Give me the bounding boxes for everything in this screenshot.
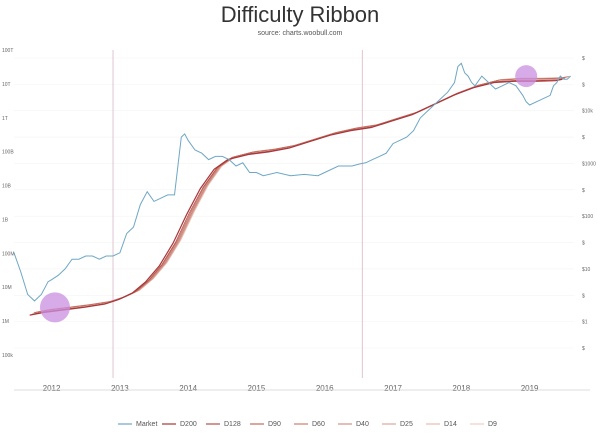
right-axis-tick-label: $	[582, 293, 585, 299]
highlight-circle	[515, 65, 538, 88]
legend-label-d60: D60	[312, 421, 325, 428]
legend-label-d200: D200	[180, 421, 197, 428]
right-axis-tick-label: $	[582, 82, 585, 88]
x-axis-tick-label: 2014	[179, 384, 197, 393]
x-axis-tick-label: 2013	[111, 384, 129, 393]
left-axis-tick-label: 100B	[2, 150, 14, 156]
legend-label-d14: D14	[444, 421, 457, 428]
market-line	[13, 62, 571, 302]
left-axis-tick-label: 1T	[2, 116, 8, 122]
left-axis-tick-label: 100M	[2, 251, 15, 257]
right-axis-tick-label: $10k	[582, 109, 593, 115]
left-axis-tick-label: 100k	[2, 353, 13, 359]
legend-label-d9: D9	[488, 421, 497, 428]
ribbon-line-d200	[29, 78, 563, 316]
ribbon-series	[29, 75, 571, 316]
right-axis-tick-label: $1	[582, 320, 588, 326]
highlight-circle	[39, 292, 70, 323]
left-axis-tick-label: 1M	[2, 319, 9, 325]
legend: Market D200 D128 D90 D60 D40 D25 D14 D9	[118, 421, 497, 428]
left-axis-tick-label: 10M	[2, 285, 12, 291]
highlight-circles	[39, 65, 538, 323]
legend-label-d90: D90	[268, 421, 281, 428]
market-series	[13, 62, 571, 302]
chart-subtitle: source: charts.woobull.com	[257, 30, 343, 37]
x-axis-tick-label: 2018	[452, 384, 470, 393]
left-axis-tick-label: 10B	[2, 184, 12, 190]
legend-label-d40: D40	[356, 421, 369, 428]
right-axis-tick-label: $	[582, 188, 585, 194]
x-axis-tick-label: 2012	[43, 384, 61, 393]
x-axis: 2012 2013 2014 2015 2016 2017 2018 2019	[43, 384, 539, 393]
legend-label-d25: D25	[400, 421, 413, 428]
left-axis-tick-label: 10T	[2, 82, 11, 88]
right-axis-tick-label: $10	[582, 267, 591, 273]
left-axis-tick-label: 100T	[2, 48, 13, 54]
x-axis-tick-label: 2016	[316, 384, 334, 393]
left-axis: 100T 10T 1T 100B 10B 1B 100M 10M 1M 100k	[2, 48, 15, 359]
x-axis-tick-label: 2017	[384, 384, 402, 393]
left-axis-tick-label: 1B	[2, 217, 9, 223]
right-axis-tick-label: $	[582, 56, 585, 62]
right-axis-tick-label: $100	[582, 214, 593, 220]
chart-title: Difficulty Ribbon	[220, 2, 380, 27]
right-axis-tick-label: $	[582, 241, 585, 247]
legend-label-d128: D128	[224, 421, 241, 428]
right-axis-tick-label: $	[582, 135, 585, 141]
right-axis-tick-label: $	[582, 346, 585, 352]
plot-area	[14, 44, 574, 378]
x-axis-tick-label: 2019	[521, 384, 539, 393]
vertical-markers	[112, 50, 363, 378]
legend-label-market: Market	[136, 421, 157, 428]
right-axis: $ $ $10k $ $1000 $ $100 $ $10 $ $1 $	[582, 56, 596, 352]
x-axis-tick-label: 2015	[248, 384, 266, 393]
right-axis-tick-label: $1000	[582, 161, 596, 167]
